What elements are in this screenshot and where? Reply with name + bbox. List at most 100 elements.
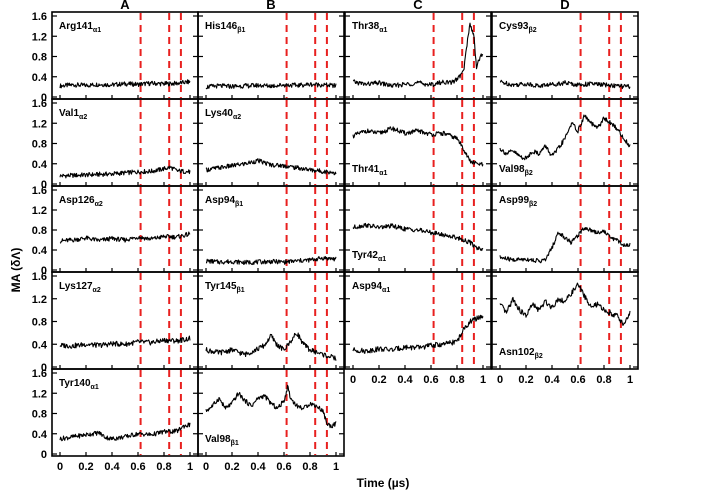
x-tick-label: 0	[203, 461, 209, 473]
residue-label: His146β1	[205, 21, 246, 34]
x-tick-label: 1	[480, 374, 486, 386]
x-tick-label: 0.2	[518, 374, 533, 386]
panel-1-1: Lys40α2	[197, 98, 345, 187]
data-trace	[205, 82, 337, 90]
x-tick-label: 0.4	[250, 461, 266, 473]
panel-1-3: Tyr145β1	[197, 271, 345, 370]
y-tick-label: 0.4	[32, 72, 48, 84]
chart-panels: 0 0.4 0.8 1.2 1.6 Arg141α1 0 0.4 0.8 1.2 1.6 Val1α2…	[32, 11, 639, 473]
panel-0-0: 0 0.4 0.8 1.2 1.6 Arg141α1	[32, 11, 199, 104]
panel-0-3: 0 0.4 0.8 1.2 1.6 Lys127α2	[32, 271, 199, 374]
panel-3-0: Cys93β2	[491, 11, 639, 100]
data-trace	[59, 422, 191, 442]
panel-2-1: Thr41α1	[344, 98, 492, 187]
y-tick-label: 0.8	[32, 225, 47, 237]
residue-label: Cys93β2	[499, 21, 537, 34]
data-trace	[352, 314, 484, 354]
panel-3-1: Val98β2	[491, 98, 639, 187]
residue-label: Val1α2	[59, 108, 87, 121]
data-trace	[499, 226, 631, 264]
panel-2-0: Thr38α1	[344, 11, 492, 100]
column-header-D: D	[560, 0, 569, 12]
x-tick-label: 1	[333, 461, 339, 473]
column-header-B: B	[266, 0, 275, 12]
data-trace	[59, 165, 191, 179]
y-tick-label: 0.8	[32, 52, 47, 64]
residue-label: Arg141α1	[59, 21, 101, 34]
y-tick-label: 1.2	[32, 388, 47, 400]
panel-2-3: 0 0.2 0.4 0.6 0.8 1 Asp94α1	[344, 271, 492, 386]
data-trace	[499, 282, 631, 326]
residue-label: Tyr140α1	[59, 378, 99, 391]
x-tick-label: 0.6	[130, 461, 145, 473]
y-tick-label: 0	[41, 449, 47, 461]
y-tick-label: 0.8	[32, 409, 47, 421]
residue-label: Thr38α1	[352, 21, 388, 34]
x-tick-label: 1	[187, 461, 193, 473]
residue-label: Val98β2	[499, 164, 533, 177]
residue-label: Tyr145β1	[205, 281, 245, 294]
y-tick-label: 0.4	[32, 429, 48, 441]
x-tick-label: 0	[57, 461, 63, 473]
panel-1-4: 0 0.2 0.4 0.6 0.8 1 Val98β1	[197, 368, 345, 473]
y-tick-label: 0	[41, 92, 47, 104]
y-tick-label: 1.2	[32, 294, 47, 306]
y-tick-label: 0.4	[32, 159, 48, 171]
y-tick-label: 0.8	[32, 317, 47, 329]
residue-label: Val98β1	[205, 434, 239, 447]
panel-frame	[491, 271, 639, 370]
panel-frame	[197, 368, 345, 457]
panel-1-0: His146β1	[197, 11, 345, 100]
x-tick-label: 0.8	[156, 461, 171, 473]
panel-3-2: Asp99β2	[491, 185, 639, 273]
x-tick-label: 1	[627, 374, 633, 386]
x-tick-label: 0.2	[78, 461, 93, 473]
x-tick-label: 0.6	[423, 374, 438, 386]
y-tick-label: 1.6	[32, 271, 47, 283]
data-trace	[205, 332, 337, 361]
panel-0-1: 0 0.4 0.8 1.2 1.6 Val1α2	[32, 98, 199, 191]
x-tick-label: 0.6	[276, 461, 291, 473]
data-trace	[352, 126, 484, 167]
column-headers: A B C D	[120, 0, 569, 12]
data-trace	[59, 335, 191, 349]
data-trace	[205, 256, 337, 266]
panel-0-4: 0 0.4 0.8 1.2 1.6 0 0.2 0.4 0.6 0.8 1 Tyr140α1	[32, 368, 199, 473]
x-axis-label: Time (µs)	[357, 476, 410, 490]
residue-label: Asn102β2	[499, 347, 543, 360]
x-tick-label: 0	[350, 374, 356, 386]
y-tick-label: 0	[41, 265, 47, 277]
data-trace	[352, 222, 484, 252]
x-tick-label: 0.4	[104, 461, 120, 473]
data-trace	[59, 231, 191, 244]
x-tick-label: 0.4	[397, 374, 413, 386]
column-header-A: A	[120, 0, 130, 12]
residue-label: Asp94α1	[352, 281, 390, 294]
panel-1-2: Asp94β1	[197, 185, 345, 273]
x-tick-label: 0.2	[371, 374, 386, 386]
y-tick-label: 0.8	[32, 139, 47, 151]
data-trace	[205, 384, 337, 429]
x-tick-label: 0.8	[302, 461, 317, 473]
residue-label: Asp94β1	[205, 195, 243, 208]
data-trace	[499, 114, 631, 161]
y-tick-label: 1.2	[32, 118, 47, 130]
x-tick-label: 0.8	[596, 374, 611, 386]
y-tick-label: 1.6	[32, 185, 47, 197]
y-tick-label: 1.2	[32, 205, 47, 217]
panel-frame	[344, 271, 492, 370]
y-axis-label: MA (δΛ)	[9, 248, 23, 293]
y-tick-label: 1.6	[32, 98, 47, 110]
y-tick-label: 0	[41, 362, 47, 374]
y-tick-label: 1.2	[32, 31, 47, 43]
residue-label: Asp99β2	[499, 195, 537, 208]
column-header-C: C	[413, 0, 423, 12]
panel-0-2: 0 0.4 0.8 1.2 1.6 Asp126α2	[32, 185, 199, 277]
y-tick-label: 0.4	[32, 339, 48, 351]
y-tick-label: 0	[41, 179, 47, 191]
residue-label: Asp126α2	[59, 195, 103, 208]
residue-label: Thr41α1	[352, 164, 388, 177]
panel-3-3: 0 0.2 0.4 0.6 0.8 1 Asn102β2	[491, 271, 639, 386]
y-tick-label: 1.6	[32, 11, 47, 23]
